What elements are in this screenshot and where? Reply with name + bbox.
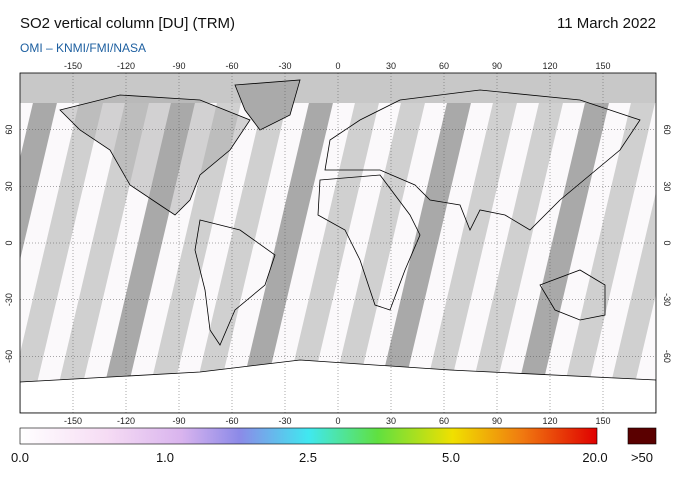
lon-tick-label: 0: [335, 61, 340, 71]
lat-tick-label: 60: [662, 125, 672, 135]
lon-tick-label: -150: [64, 416, 82, 426]
lon-tick-label: 0: [335, 416, 340, 426]
lon-tick-label: -60: [225, 61, 238, 71]
lat-tick-label: 0: [4, 240, 14, 245]
australia: [539, 269, 606, 321]
colorbar-overflow-label: >50: [631, 450, 653, 465]
lon-tick-label: 120: [542, 416, 557, 426]
lat-tick-label: 30: [662, 181, 672, 191]
eurasia: [324, 89, 641, 231]
lon-tick-label: 60: [439, 61, 449, 71]
title: SO2 vertical column [DU] (TRM): [20, 15, 235, 32]
swath: [558, 73, 656, 413]
lat-tick-label: 0: [662, 240, 672, 245]
lat-tick-label: -60: [662, 350, 672, 363]
lon-tick-label: 30: [386, 416, 396, 426]
colorbar-overflow: [627, 427, 657, 445]
swath: [236, 73, 340, 413]
swath: [20, 73, 64, 260]
lon-tick-label: 120: [542, 61, 557, 71]
africa: [317, 174, 421, 311]
lat-tick-label: -30: [662, 293, 672, 306]
lon-tick-label: -30: [278, 61, 291, 71]
swath: [604, 192, 656, 413]
north-america: [59, 94, 251, 216]
source: OMI – KNMI/FMI/NASA: [20, 41, 146, 55]
colorbar-label: 20.0: [582, 450, 607, 465]
lat-tick-label: 30: [4, 181, 14, 191]
lon-tick-label: -150: [64, 61, 82, 71]
colorbar-labels: 0.0 1.0 2.5 5.0 20.0 >50: [11, 450, 653, 465]
south-america: [194, 219, 276, 346]
swath: [512, 73, 616, 413]
swath: [282, 73, 386, 413]
greenland: [234, 79, 301, 131]
lat-tick-label: -30: [4, 293, 14, 306]
colorbar-label: 1.0: [156, 450, 174, 465]
lon-tick-label: 30: [386, 61, 396, 71]
lon-tick-label: -90: [172, 61, 185, 71]
map: [20, 73, 656, 413]
colorbar-label: 0.0: [11, 450, 29, 465]
colorbar-label: 5.0: [442, 450, 460, 465]
lon-tick-label: 150: [595, 61, 610, 71]
graticule: [20, 73, 656, 413]
lon-tick-label: 60: [439, 416, 449, 426]
lon-tick-label: -120: [117, 61, 135, 71]
swath: [420, 73, 524, 413]
lon-tick-label: 90: [492, 61, 502, 71]
lon-tick-label: -30: [278, 416, 291, 426]
colorbar: [19, 427, 598, 445]
lon-tick-label: 150: [595, 416, 610, 426]
lat-tick-label: -60: [4, 350, 14, 363]
lon-tick-label: 90: [492, 416, 502, 426]
lon-tick-label: -120: [117, 416, 135, 426]
map-frame: [19, 72, 657, 414]
lon-tick-label: -60: [225, 416, 238, 426]
swath: [374, 73, 478, 413]
colorbar-label: 2.5: [299, 450, 317, 465]
date: 11 March 2022: [557, 15, 656, 32]
lat-tick-label: 60: [4, 125, 14, 135]
lon-tick-label: -90: [172, 416, 185, 426]
